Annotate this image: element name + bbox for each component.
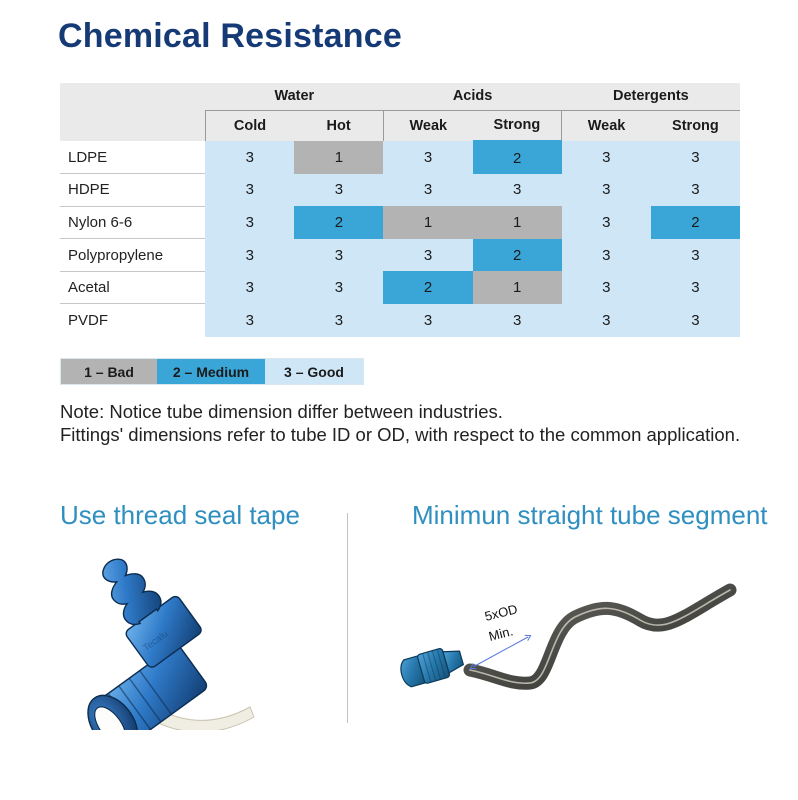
svg-text:Min.: Min.: [487, 623, 514, 643]
svg-text:5xOD: 5xOD: [483, 601, 519, 624]
